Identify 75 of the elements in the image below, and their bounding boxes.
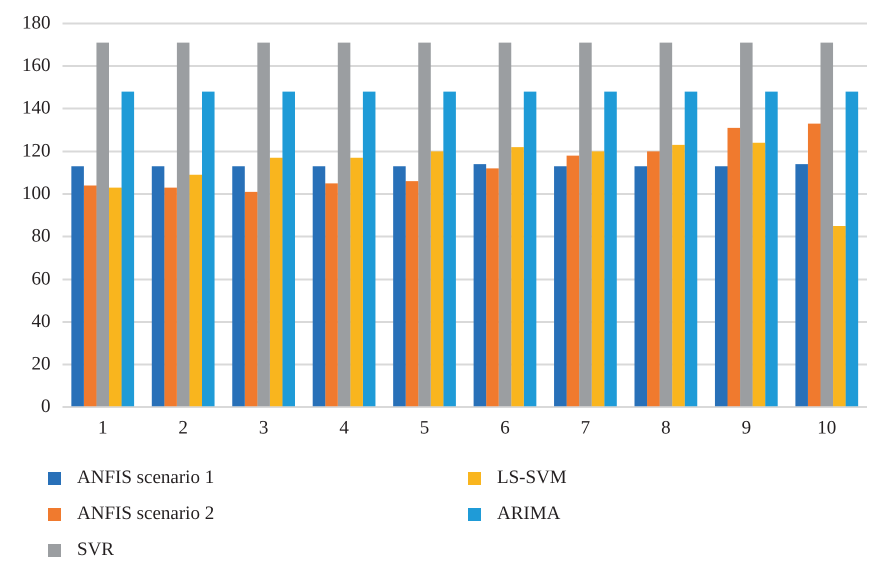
bar bbox=[430, 151, 444, 406]
bar bbox=[660, 42, 672, 406]
bar bbox=[740, 42, 753, 406]
bar bbox=[312, 166, 326, 406]
bar bbox=[579, 42, 592, 406]
bar bbox=[672, 144, 685, 406]
bar bbox=[604, 92, 617, 406]
bar bbox=[176, 42, 190, 406]
x-tick-label: 1 bbox=[98, 418, 108, 439]
legend-label: SVR bbox=[77, 539, 114, 561]
bar bbox=[350, 158, 363, 406]
x-tick-label: 8 bbox=[661, 418, 671, 439]
bar bbox=[592, 151, 604, 406]
bar bbox=[728, 128, 740, 406]
bar bbox=[647, 151, 660, 406]
y-tick-label: 160 bbox=[22, 55, 50, 76]
bar bbox=[152, 166, 164, 406]
y-tick-label: 140 bbox=[22, 98, 50, 119]
x-tick-label: 6 bbox=[500, 418, 510, 439]
y-tick-label: 100 bbox=[22, 182, 50, 204]
bar bbox=[486, 168, 499, 406]
bar bbox=[795, 164, 808, 406]
bar bbox=[752, 142, 766, 406]
bar bbox=[418, 42, 431, 406]
bar bbox=[393, 166, 406, 406]
bar bbox=[325, 183, 338, 406]
bar bbox=[84, 185, 96, 406]
bar bbox=[474, 164, 486, 406]
bar bbox=[122, 92, 134, 406]
legend-label: ANFIS scenario 1 bbox=[77, 467, 214, 489]
x-tick-label: 7 bbox=[580, 418, 590, 439]
bar bbox=[244, 192, 258, 406]
y-tick-label: 180 bbox=[22, 12, 50, 34]
bar bbox=[714, 166, 728, 406]
legend-label: ARIMA bbox=[497, 503, 560, 525]
bar bbox=[109, 188, 122, 406]
bar bbox=[820, 42, 834, 406]
x-tick-label: 5 bbox=[420, 418, 430, 439]
y-tick-label: 120 bbox=[22, 140, 50, 162]
x-tick-label: 4 bbox=[339, 418, 350, 439]
y-tick-label: 20 bbox=[32, 354, 50, 375]
bar bbox=[833, 226, 846, 406]
bar bbox=[257, 42, 270, 406]
x-tick-label: 3 bbox=[258, 418, 268, 439]
bar bbox=[765, 92, 778, 406]
bar bbox=[498, 42, 512, 406]
bar bbox=[634, 166, 648, 406]
bar bbox=[554, 166, 567, 406]
bar bbox=[189, 174, 202, 406]
bar bbox=[443, 92, 456, 406]
bar bbox=[566, 156, 580, 406]
legend-label: LS-SVM bbox=[497, 467, 567, 489]
bar bbox=[270, 158, 282, 406]
y-tick-label: 80 bbox=[32, 226, 50, 247]
x-tick-label: 9 bbox=[742, 418, 752, 439]
legend-label: ANFIS scenario 2 bbox=[77, 503, 214, 525]
y-tick-label: 0 bbox=[41, 396, 50, 418]
bar bbox=[282, 92, 295, 406]
bar bbox=[846, 92, 858, 406]
y-tick-label: 60 bbox=[32, 268, 50, 290]
x-tick-label: 10 bbox=[817, 418, 836, 439]
bar bbox=[338, 42, 350, 406]
bar bbox=[684, 92, 698, 406]
bar bbox=[362, 92, 376, 406]
bar bbox=[96, 42, 109, 406]
bar bbox=[524, 92, 536, 406]
x-tick-label: 2 bbox=[178, 418, 188, 439]
bar bbox=[511, 147, 524, 406]
bar bbox=[164, 188, 177, 406]
bar bbox=[202, 92, 215, 406]
y-tick-label: 40 bbox=[32, 310, 50, 332]
bar bbox=[808, 124, 820, 406]
bar bbox=[71, 166, 84, 406]
bar bbox=[406, 181, 418, 406]
bar bbox=[232, 166, 245, 406]
